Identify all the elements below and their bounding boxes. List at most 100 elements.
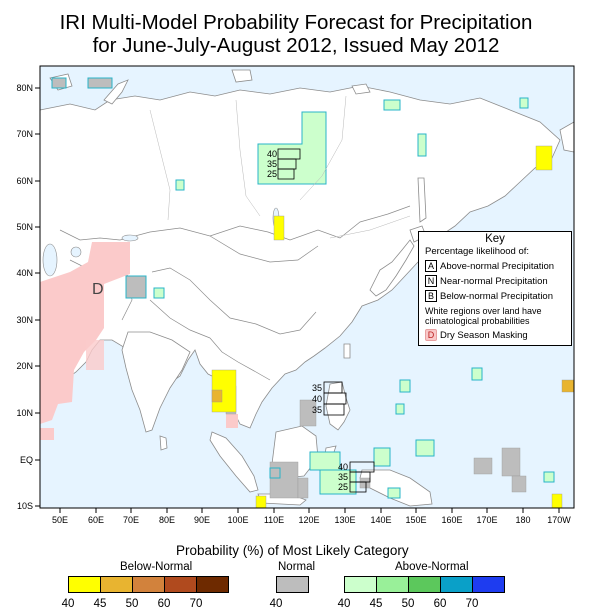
below-cell-kamchatka xyxy=(535,145,553,171)
above-cell-pacific-e xyxy=(395,403,405,415)
lat-label-50n: 50N xyxy=(16,222,33,232)
border-central-asia xyxy=(59,229,121,241)
above-cell-afghan xyxy=(125,275,147,299)
lon-label-80e: 80E xyxy=(159,515,175,525)
siberia-box-value-3: 25 xyxy=(267,169,277,179)
border-indochina xyxy=(209,337,271,381)
above-cell-indonesia-a xyxy=(309,451,341,471)
siberia-prob-box: 40 35 25 xyxy=(267,148,301,180)
lon-label-50e: 50E xyxy=(52,515,68,525)
landmass-india xyxy=(121,331,191,433)
normal-tick-40: 40 xyxy=(269,598,283,610)
below-tick-50: 50 xyxy=(125,598,139,610)
key-item-near: N Near-normal Precipitation xyxy=(425,275,571,287)
normal-cell-borneo-a xyxy=(269,461,299,499)
below-tick-40: 40 xyxy=(61,598,75,610)
lat-label-80n: 80N xyxy=(16,83,33,93)
map-title-line1: IRI Multi-Model Probability Forecast for… xyxy=(59,11,533,34)
indonesia-box-value-1: 40 xyxy=(338,462,348,472)
philippines-prob-box: 35 40 35 xyxy=(312,381,347,416)
key-text-near: Near-normal Precipitation xyxy=(440,275,548,287)
lon-label-160e: 160E xyxy=(441,515,462,525)
indonesia-prob-box: 40 35 25 xyxy=(338,461,375,493)
lat-label-20n: 20N xyxy=(16,361,33,371)
key-text-dry: Dry Season Masking xyxy=(440,329,528,341)
above-cell-pacific-b xyxy=(415,439,435,457)
above-cell-north-a xyxy=(87,77,113,89)
map-title-line2: for June-July-August 2012, Issued May 20… xyxy=(92,34,500,57)
indonesia-box-value-2: 35 xyxy=(338,472,348,482)
normal-cell-indonesia-east xyxy=(359,477,371,489)
above-swatch-60 xyxy=(440,576,473,593)
above-cell-east-siberia-a xyxy=(417,133,427,157)
lat-label-10n: 10N xyxy=(16,408,33,418)
normal-cell-pacific-c xyxy=(511,475,527,493)
key-white-note: White regions over land have climatologi… xyxy=(425,306,542,326)
lon-label-180: 180 xyxy=(515,515,530,525)
above-cell-pacific-d xyxy=(543,471,555,483)
dry-season-mask xyxy=(40,242,238,440)
above-cell-borneo xyxy=(269,467,281,479)
above-cell-chukotka xyxy=(519,97,529,109)
lon-label-170w: 170W xyxy=(547,515,571,525)
above-cell-arctic xyxy=(383,99,401,111)
border-himalaya xyxy=(149,299,211,339)
key-text-below: Below-normal Precipitation xyxy=(440,290,553,302)
normal-cell-pacific-b xyxy=(501,447,521,477)
lat-label-eq: EQ xyxy=(20,455,33,465)
below45-cell-myanmar xyxy=(211,389,223,403)
indonesia-box-row3 xyxy=(349,481,367,493)
below-cell-pacific xyxy=(551,493,563,509)
landmass-sri-lanka xyxy=(159,435,168,451)
lat-label-40n: 40N xyxy=(16,268,33,278)
normal-cell-north-a xyxy=(87,77,113,89)
river-yenisei xyxy=(235,99,261,217)
below-normal-45-cells xyxy=(211,379,575,403)
dry-mask-india-west xyxy=(86,340,104,370)
lon-label-130e: 130E xyxy=(334,515,355,525)
above-tick-70: 70 xyxy=(465,598,479,610)
lake-aral xyxy=(70,246,82,258)
map-key: Key Percentage likelihood of: A Above-no… xyxy=(418,231,572,346)
river-lena xyxy=(299,95,347,201)
normal-cell-pacific-a xyxy=(473,457,493,475)
below-normal-cells xyxy=(211,145,563,509)
dry-mask-middle-east xyxy=(40,242,130,424)
lon-labels: 50E 60E 70E 80E 90E 100E 110E 120E 130E … xyxy=(52,515,571,525)
lat-label-70n: 70N xyxy=(16,129,33,139)
below45-cell-pacific xyxy=(561,379,575,393)
key-letter-b: B xyxy=(425,290,437,302)
above-cell-svalbard xyxy=(51,77,67,89)
above-cell-pacific-a xyxy=(399,379,411,393)
normal-swatch-40 xyxy=(276,576,309,593)
legend-heading: Probability (%) of Most Likely Category xyxy=(176,543,409,558)
below-tick-45: 45 xyxy=(93,598,107,610)
landmass-sakhalin xyxy=(417,177,427,223)
lat-label-30n: 30N xyxy=(16,315,33,325)
siberia-box-row3 xyxy=(277,168,295,180)
siberia-box-value-1: 40 xyxy=(267,149,277,159)
below-swatch-40 xyxy=(68,576,101,593)
normal-cell-philippines xyxy=(299,399,317,427)
lon-label-100e: 100E xyxy=(227,515,248,525)
map-frame xyxy=(39,65,575,509)
lake-balkhash xyxy=(121,234,139,242)
indonesia-box-value-3: 25 xyxy=(338,482,348,492)
lat-labels: 80N 70N 60N 50N 40N 30N 20N 10N EQ 10S xyxy=(16,83,33,511)
river-ob xyxy=(149,109,171,221)
above-cell-siberia xyxy=(257,111,327,185)
lon-label-110e: 110E xyxy=(264,515,284,525)
key-letter-n: N xyxy=(425,275,437,287)
landmass-severnaya-zemlya xyxy=(231,69,253,83)
dry-mask-cell-a xyxy=(40,428,54,440)
lon-axis xyxy=(59,508,560,513)
normal-cell-afghan xyxy=(125,275,147,299)
landmass-philippines xyxy=(325,381,351,431)
philippines-box-row3 xyxy=(323,403,345,416)
below-cell-java xyxy=(255,495,267,509)
key-letter-a: A xyxy=(425,260,437,272)
lon-label-60e: 60E xyxy=(88,515,104,525)
key-subtitle: Percentage likelihood of: xyxy=(425,246,530,257)
siberia-box-value-2: 35 xyxy=(267,159,277,169)
legend-above-label: Above-Normal xyxy=(395,561,469,573)
